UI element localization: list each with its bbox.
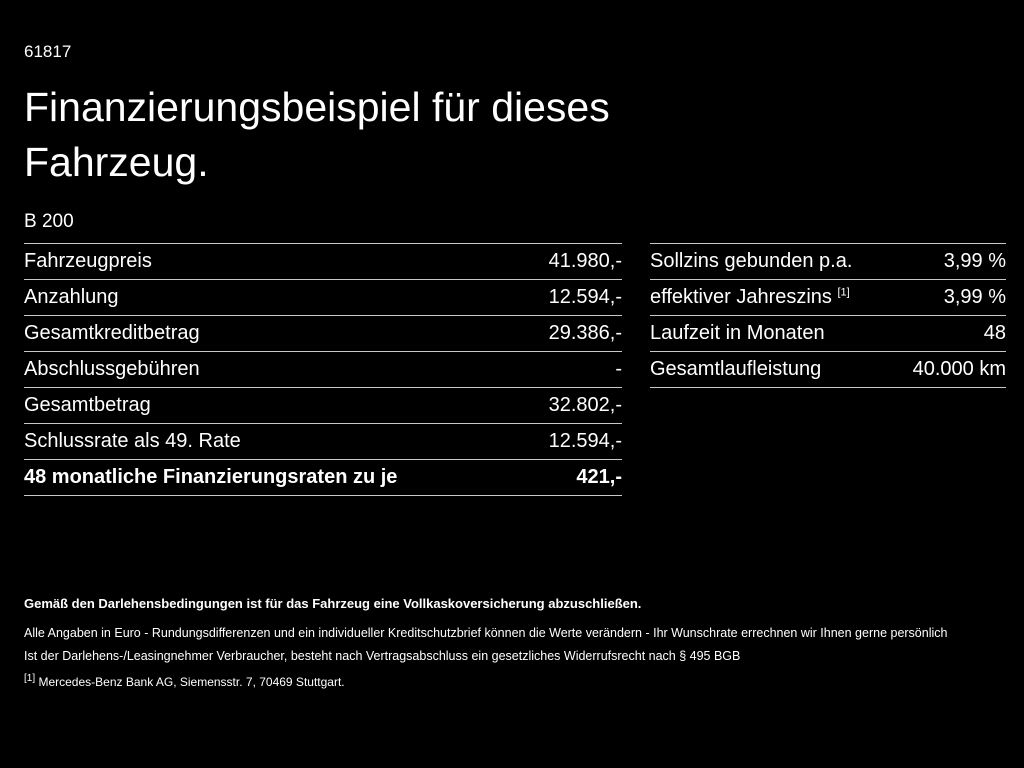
row-label: Sollzins gebunden p.a. [650,250,853,272]
row-label: Schlussrate als 49. Rate [24,430,241,452]
insurance-note: Gemäß den Darlehensbedingungen ist für d… [24,596,642,611]
conditions-table: Sollzins gebunden p.a. 3,99 % effektiver… [650,243,1006,388]
table-row: Sollzins gebunden p.a. 3,99 % [650,243,1006,279]
row-value: 12.594,- [548,430,622,452]
table-row: Gesamtkreditbetrag 29.386,- [24,315,622,351]
row-value: - [615,358,622,380]
row-value: 3,99 % [943,250,1006,272]
row-label: 48 monatliche Finanzierungsraten zu je [24,466,398,488]
document-number: 61817 [24,42,72,61]
row-value: 32.802,- [548,394,622,416]
table-row: Schlussrate als 49. Rate 12.594,- [24,423,622,459]
row-value: 3,99 % [943,286,1006,308]
page-title: Finanzierungsbeispiel für dieses Fahrzeu… [24,84,610,185]
vehicle-model: B 200 [24,211,74,232]
row-value: 12.594,- [548,286,622,308]
table-row-monthly-rate: 48 monatliche Finanzierungsraten zu je 4… [24,459,622,496]
row-label: Gesamtbetrag [24,394,151,416]
row-label-text: effektiver Jahreszins [650,286,832,308]
bank-footnote: [1] Mercedes-Benz Bank AG, Siemensstr. 7… [24,674,1016,690]
footnote-marker: [1] [837,286,850,299]
row-label: effektiver Jahreszins [1] [650,287,850,308]
row-value: 421,- [576,466,622,488]
row-value: 48 [983,322,1006,344]
row-label: Anzahlung [24,286,119,308]
bank-footnote-text: Mercedes-Benz Bank AG, Siemensstr. 7, 70… [38,675,345,689]
footer-notes: Gemäß den Darlehensbedingungen ist für d… [24,596,1016,690]
finance-table: Fahrzeugpreis 41.980,- Anzahlung 12.594,… [24,243,622,496]
row-label: Gesamtlaufleistung [650,358,822,380]
table-row: Abschlussgebühren - [24,351,622,387]
table-row: Anzahlung 12.594,- [24,279,622,315]
row-value: 41.980,- [548,250,622,272]
table-row: Fahrzeugpreis 41.980,- [24,243,622,279]
note-line-1: Alle Angaben in Euro - Rundungsdifferenz… [24,626,948,640]
note-line-2: Ist der Darlehens-/Leasingnehmer Verbrau… [24,649,741,663]
row-label: Abschlussgebühren [24,358,200,380]
table-row: Gesamtlaufleistung 40.000 km [650,351,1006,388]
row-label: Laufzeit in Monaten [650,322,825,344]
table-row: Laufzeit in Monaten 48 [650,315,1006,351]
row-label: Fahrzeugpreis [24,250,152,272]
table-row: Gesamtbetrag 32.802,- [24,387,622,423]
footnote-marker: [1] [24,673,36,684]
table-row: effektiver Jahreszins [1] 3,99 % [650,279,1006,315]
row-label: Gesamtkreditbetrag [24,322,200,344]
row-value: 29.386,- [548,322,622,344]
row-value: 40.000 km [912,358,1006,380]
